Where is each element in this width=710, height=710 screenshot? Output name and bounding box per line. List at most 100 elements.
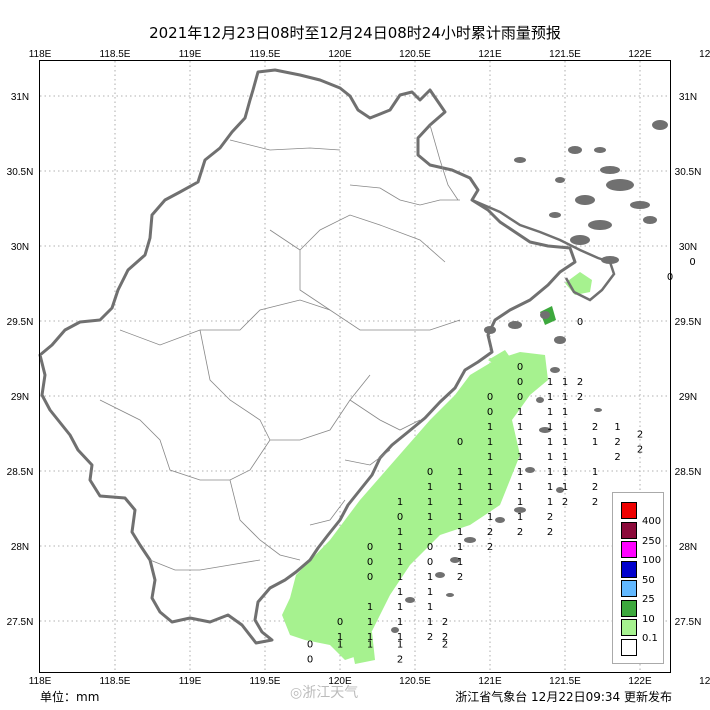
lon-tick-label: 121E: [478, 676, 502, 687]
station-value: 1: [547, 377, 553, 388]
watermark: ◎浙江天气: [290, 685, 359, 701]
lon-tick-label: 120.5E: [399, 676, 431, 687]
station-value: 2: [442, 632, 448, 643]
station-value: 1: [367, 640, 373, 651]
station-value: 1: [337, 632, 343, 643]
light-rain-south-tip: [350, 632, 375, 664]
station-value: 1: [562, 482, 568, 493]
station-value: 0: [307, 655, 313, 666]
station-value: 1: [397, 640, 403, 651]
station-value: 1: [427, 527, 433, 538]
legend-label: 50: [642, 574, 655, 586]
station-value: 2: [487, 542, 493, 553]
station-value: 0: [517, 377, 523, 388]
station-value: 0: [367, 572, 373, 583]
lat-tick-label: 31N: [679, 92, 697, 103]
station-value: 0: [427, 557, 433, 568]
lat-tick-label: 28.5N: [7, 467, 34, 478]
station-value: 1: [397, 557, 403, 568]
lon-tick-label: 118E: [29, 676, 52, 687]
station-value: 1: [517, 452, 523, 463]
axis-ticks: 118E 118E 118.5E 118.5E 119E 119E 119.5E 119.5E…: [7, 49, 710, 687]
lat-tick-label: 29.5N: [7, 317, 34, 328]
station-value: 1: [517, 482, 523, 493]
station-value: 1: [397, 602, 403, 613]
station-value: 1: [337, 640, 343, 651]
legend-label: 100: [642, 555, 662, 566]
legend-swatch: [621, 541, 637, 558]
station-value: 1: [547, 392, 553, 403]
station-value: 2: [577, 392, 583, 403]
lon-tick-label: 118.5E: [100, 676, 131, 687]
station-value: 1: [457, 512, 463, 523]
legend-swatch: [621, 580, 637, 597]
station-value: 1: [457, 482, 463, 493]
province-borders: [38, 68, 616, 645]
zhejiang-outline: [38, 68, 577, 645]
station-value: 0: [427, 542, 433, 553]
station-value: 1: [457, 557, 463, 568]
legend-swatch: [621, 638, 637, 656]
lon-tick-label: 119E: [179, 676, 202, 687]
station-value: 2: [457, 572, 463, 583]
lon-tick-label: 119.5E: [250, 49, 281, 60]
station-value: 1: [562, 392, 568, 403]
station-value: 0: [367, 557, 373, 568]
lat-tick-label: 27.5N: [7, 617, 34, 628]
lat-tick-label: 28N: [679, 542, 697, 553]
station-value: 1: [547, 407, 553, 418]
station-value: 1: [592, 467, 598, 478]
light-rain-area: [282, 352, 548, 660]
station-value: 0: [517, 362, 523, 373]
lon-tick-label: 119.5E: [250, 676, 281, 687]
station-value: 2: [614, 452, 620, 463]
legend-label: 0.1: [642, 633, 658, 644]
lat-tick-label: 31N: [11, 92, 29, 103]
legend-swatch: [621, 619, 637, 636]
lon-tick-label: 119E: [179, 49, 202, 60]
station-value: 1: [457, 542, 463, 553]
station-value: 2: [637, 445, 643, 456]
station-value: 1: [517, 422, 523, 433]
legend-swatch: [621, 599, 637, 617]
station-value: 1: [487, 467, 493, 478]
station-value: 2: [442, 640, 448, 651]
station-value: 1: [487, 452, 493, 463]
station-value: 1: [427, 587, 433, 598]
lat-tick-label: 30N: [679, 242, 697, 253]
station-value: 1: [517, 512, 523, 523]
station-value: 1: [367, 617, 373, 628]
east-coast-edge: [471, 198, 616, 302]
station-value: 1: [547, 437, 553, 448]
station-value: 1: [547, 497, 553, 508]
county-borders: [99, 124, 461, 571]
station-value: 1: [397, 527, 403, 538]
station-value: 2: [592, 497, 598, 508]
station-value: 1: [487, 512, 493, 523]
station-value: 0: [427, 467, 433, 478]
station-value: 2: [442, 617, 448, 628]
station-value: 1: [427, 512, 433, 523]
station-value: 2: [547, 512, 553, 523]
station-value: 1: [457, 527, 463, 538]
station-value: 0: [397, 512, 403, 523]
station-value: 0: [577, 317, 583, 328]
station-value: 1: [397, 497, 403, 508]
station-value: 1: [562, 452, 568, 463]
station-value: 2: [547, 527, 553, 538]
station-value: 1: [547, 467, 553, 478]
station-value: 1: [427, 617, 433, 628]
station-value: 1: [487, 437, 493, 448]
lat-tick-label: 30N: [11, 242, 29, 253]
legend-swatch: [621, 521, 637, 539]
station-value: 2: [592, 422, 598, 433]
lat-tick-label: 30.5N: [675, 167, 702, 178]
legend-label: 250: [642, 535, 662, 547]
issuer-label: 浙江省气象台 12月22日09:34 更新发布: [455, 690, 672, 704]
station-value: 0: [517, 392, 523, 403]
legend-label: 10: [642, 613, 655, 625]
station-value: 2: [592, 482, 598, 493]
unit-label: 单位：mm: [40, 690, 100, 704]
station-value: 1: [562, 422, 568, 433]
